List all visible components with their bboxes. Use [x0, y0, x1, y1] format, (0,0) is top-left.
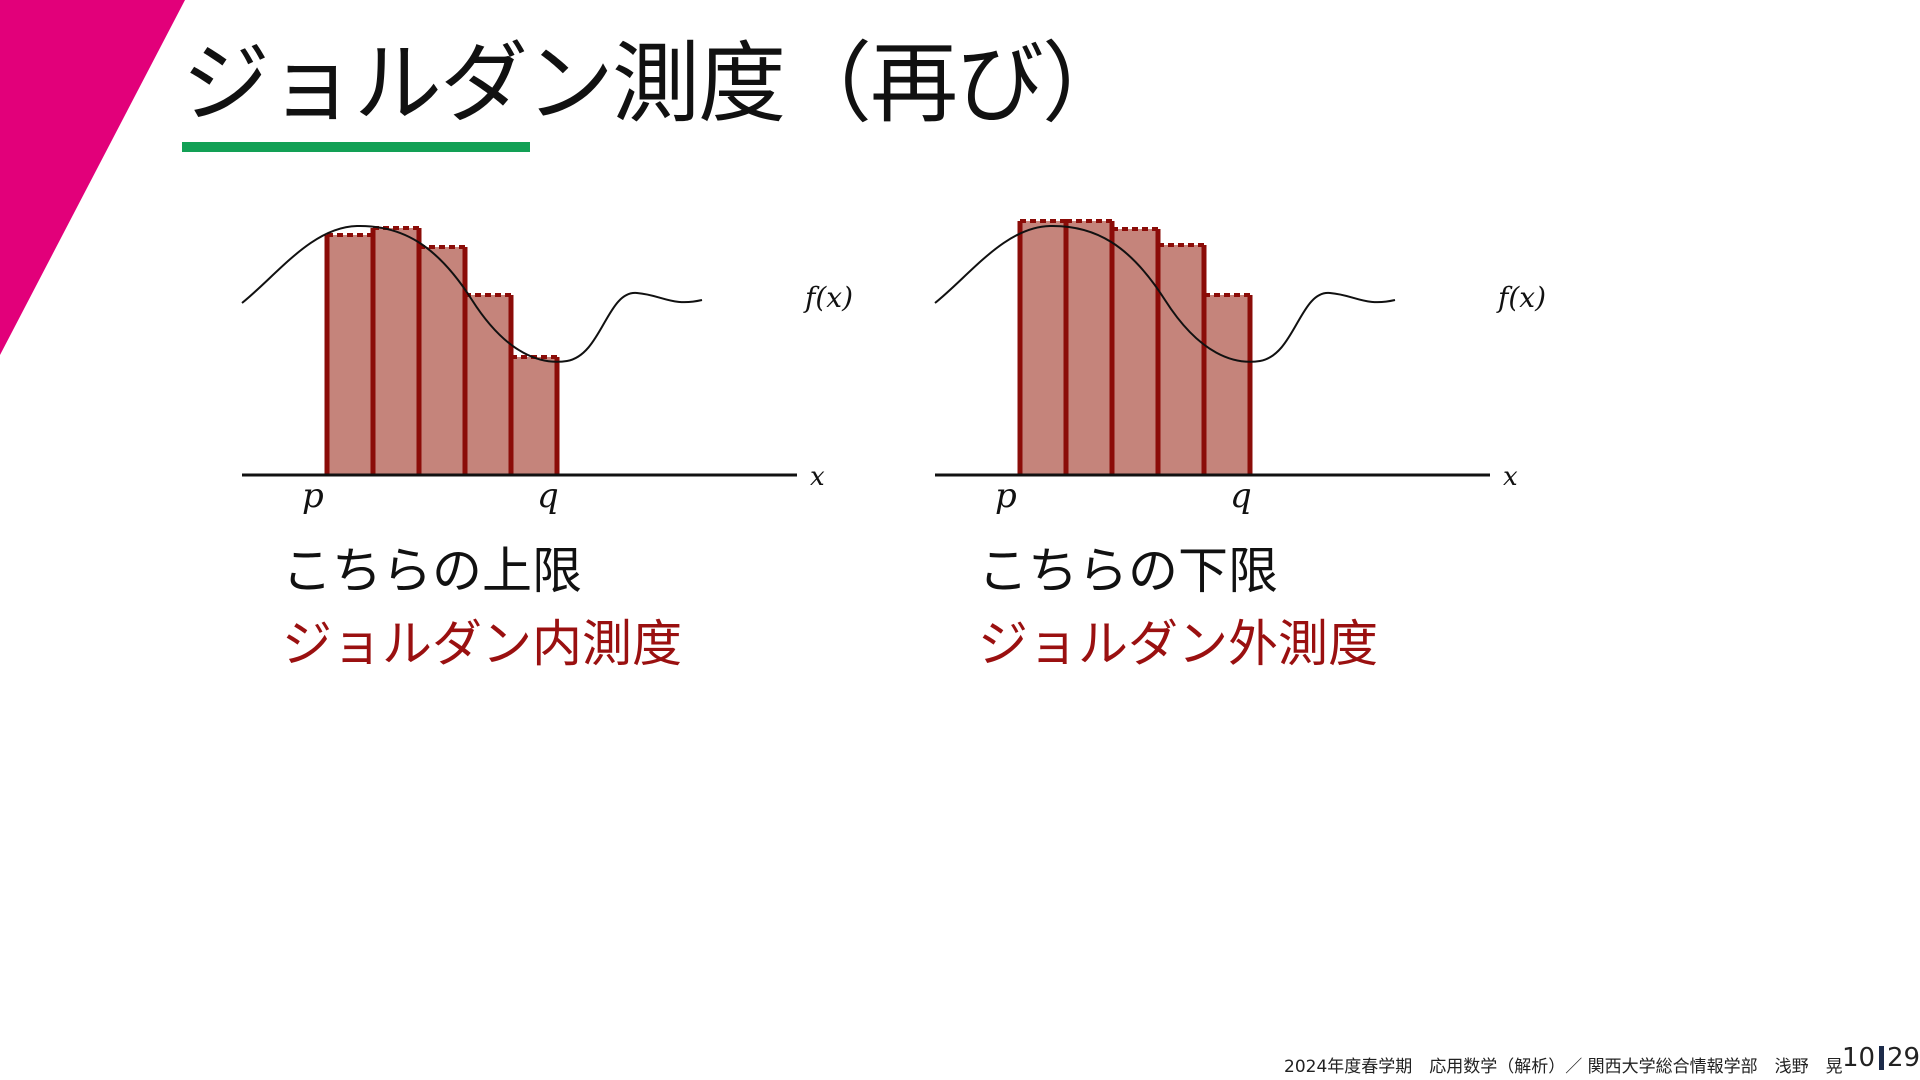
inner-caption-top: こちらの上限	[282, 542, 582, 600]
page-number: 10	[1842, 1043, 1876, 1073]
function-curve	[241, 224, 703, 363]
bar	[1020, 221, 1066, 475]
footer-course-info: 2024年度春学期 応用数学（解析）／ 関西大学総合情報学部 浅野 晃	[1284, 1057, 1843, 1077]
bar	[419, 247, 465, 475]
x-axis-label: x	[1503, 462, 1518, 492]
bar	[327, 235, 373, 475]
inner-caption-bottom: ジョルダン内測度	[282, 615, 682, 673]
x-axis-label: x	[810, 462, 825, 492]
approximation-bars	[1017, 219, 1253, 475]
outer-caption-bottom: ジョルダン外測度	[978, 615, 1378, 673]
bar	[1204, 295, 1250, 475]
curve-label: f(x)	[803, 281, 853, 314]
outer-measure-diagram: f(x) x p q	[934, 219, 1546, 516]
title-underline	[182, 142, 530, 152]
inner-measure-diagram: f(x) x p q	[241, 224, 853, 516]
bar	[511, 357, 557, 475]
corner-accent-triangle	[0, 0, 185, 355]
function-curve	[934, 224, 1396, 363]
p-label: p	[302, 476, 324, 516]
bar	[465, 295, 511, 475]
bar	[1158, 245, 1204, 475]
bar	[1066, 221, 1112, 475]
page-separator	[1879, 1046, 1884, 1070]
slide-title: ジョルダン測度（再び）	[182, 32, 1130, 135]
outer-caption-top: こちらの下限	[978, 542, 1278, 600]
bar	[1112, 229, 1158, 475]
bar	[373, 228, 419, 475]
curve-label: f(x)	[1496, 281, 1546, 314]
q-label: q	[537, 476, 559, 516]
q-label: q	[1230, 476, 1252, 516]
p-label: p	[995, 476, 1017, 516]
page-total: 29	[1887, 1043, 1920, 1073]
approximation-bars	[324, 226, 560, 475]
